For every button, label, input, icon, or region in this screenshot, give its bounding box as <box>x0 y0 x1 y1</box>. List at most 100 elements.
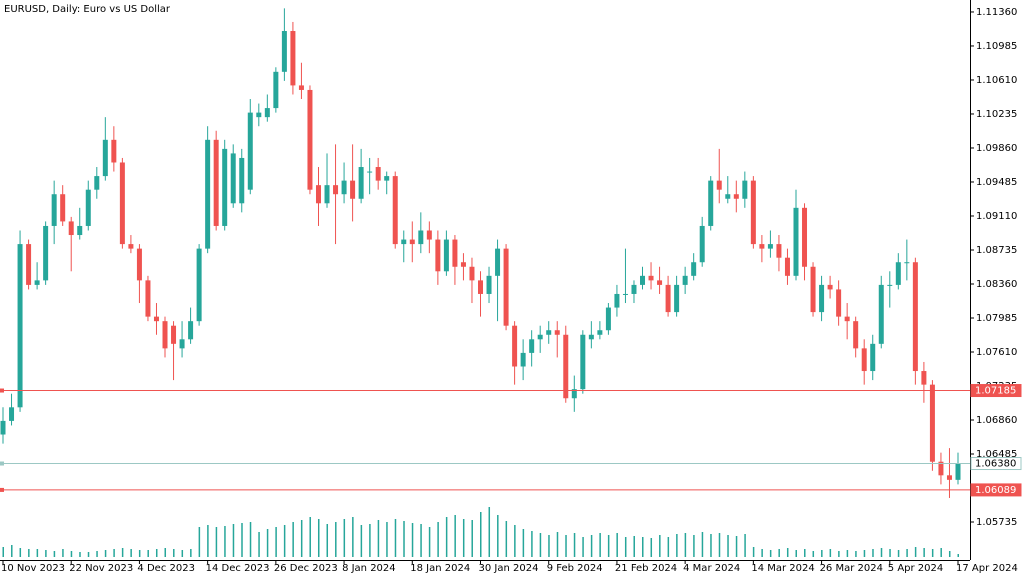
candle-body <box>725 194 731 199</box>
y-tick-label: 1.11360 <box>976 7 1017 18</box>
volume-bar <box>650 538 653 557</box>
candle-body <box>0 420 6 435</box>
candle-body <box>324 185 330 204</box>
volume-bar <box>812 551 815 557</box>
candle-body <box>452 239 458 267</box>
volume-bar <box>778 549 780 557</box>
volume-bar <box>863 550 866 557</box>
candle-body <box>136 248 142 281</box>
volume-bar <box>838 551 840 557</box>
volume-bar <box>403 521 405 557</box>
candle-body <box>281 31 287 72</box>
volume-bar <box>45 550 47 557</box>
y-tick-label: 1.07610 <box>976 347 1017 358</box>
candle-body <box>827 284 833 290</box>
candle-body <box>298 85 304 90</box>
volume-bar <box>437 522 439 557</box>
volume-bar <box>590 535 593 557</box>
volume-bar <box>957 554 959 557</box>
y-tick-label: 1.05735 <box>976 517 1017 528</box>
volume-bar <box>769 550 772 557</box>
candle-body <box>657 280 663 285</box>
candle-body <box>102 139 108 177</box>
volume-bar <box>164 548 167 557</box>
volume-bar <box>556 532 559 557</box>
volume-bar <box>701 532 704 557</box>
volume-bar <box>394 519 397 557</box>
candle-body <box>529 339 535 353</box>
volume-bar <box>190 549 192 557</box>
candle-body <box>699 225 705 263</box>
x-tick-label: 22 Nov 2023 <box>69 563 133 574</box>
volume-bar <box>565 535 567 557</box>
candle-body <box>503 248 509 326</box>
candle-body <box>435 239 441 272</box>
volume-bar <box>693 535 695 557</box>
volume-bar <box>377 520 380 557</box>
x-tick-label: 18 Jan 2024 <box>410 563 470 574</box>
candle-body <box>119 162 125 245</box>
price-level-box <box>970 457 1022 471</box>
candle-body <box>861 348 867 372</box>
x-tick-label: 9 Feb 2024 <box>547 563 603 574</box>
candle-body <box>691 262 697 276</box>
volume-bar <box>181 550 184 557</box>
candle-body <box>588 334 594 340</box>
candle-body <box>682 275 688 285</box>
candle-body <box>708 180 714 226</box>
volume-bar <box>786 548 789 557</box>
volume-bar <box>53 551 56 557</box>
price-level-marker <box>0 388 4 393</box>
candle-body <box>844 316 850 322</box>
candle-body <box>929 384 935 462</box>
candle-body <box>273 71 279 109</box>
candle-body <box>162 321 168 349</box>
volume-bar <box>931 549 934 557</box>
price-level-label: 1.06089 <box>975 485 1016 496</box>
volume-bar <box>710 534 712 557</box>
volume-bar <box>428 527 431 557</box>
volume-bar <box>130 549 132 557</box>
candle-body <box>188 321 194 340</box>
volume-bar <box>79 552 81 557</box>
volume-bar <box>283 525 286 557</box>
candle-body <box>145 280 151 317</box>
candle-body <box>213 139 219 226</box>
volume-bar <box>642 537 644 557</box>
candle-body <box>648 275 654 281</box>
volume-bar <box>147 550 149 557</box>
volume-bar <box>104 550 107 557</box>
candle-body <box>767 244 773 249</box>
candle-body <box>750 180 756 245</box>
candle-body <box>793 207 799 276</box>
candle-body <box>478 280 483 294</box>
candle-body <box>486 275 492 294</box>
candle-body <box>350 180 356 199</box>
volume-bar <box>155 549 158 557</box>
candle-body <box>495 248 501 276</box>
volume-bar <box>2 547 4 557</box>
volume-bar <box>266 529 269 557</box>
volume-bar <box>343 519 346 557</box>
volume-bar <box>241 523 243 557</box>
candle-body <box>546 330 552 335</box>
candle-body <box>17 244 23 408</box>
volume-bar <box>872 549 874 557</box>
candle-body <box>34 280 40 285</box>
candle-body <box>802 207 808 267</box>
volume-bar <box>258 532 260 557</box>
y-tick-label: 1.07985 <box>976 313 1017 324</box>
price-level-label: 1.06380 <box>975 459 1016 470</box>
x-tick-label: 14 Mar 2024 <box>751 563 814 574</box>
y-tick-label: 1.06485 <box>976 449 1017 460</box>
candle-body <box>426 230 432 240</box>
volume-bar <box>62 549 64 557</box>
volume-bar <box>335 522 337 557</box>
candle-body <box>895 262 901 285</box>
volume-bar <box>514 525 516 557</box>
volume-bar <box>727 535 729 557</box>
y-tick-label: 1.08360 <box>976 279 1017 290</box>
x-tick-label: 14 Dec 2023 <box>206 563 270 574</box>
candle-body <box>179 339 185 349</box>
volume-bar <box>897 550 900 557</box>
